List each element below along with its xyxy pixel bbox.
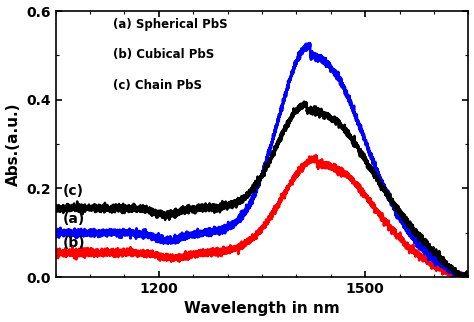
Y-axis label: Abs.(a.u.): Abs.(a.u.) (6, 102, 20, 186)
Text: (c): (c) (63, 185, 83, 198)
Text: (c) Chain PbS: (c) Chain PbS (113, 79, 202, 92)
Text: (a) Spherical PbS: (a) Spherical PbS (113, 18, 228, 31)
Text: (b) Cubical PbS: (b) Cubical PbS (113, 48, 215, 61)
X-axis label: Wavelength in nm: Wavelength in nm (184, 301, 340, 317)
Text: (a): (a) (63, 212, 85, 225)
Text: (b): (b) (63, 236, 85, 250)
